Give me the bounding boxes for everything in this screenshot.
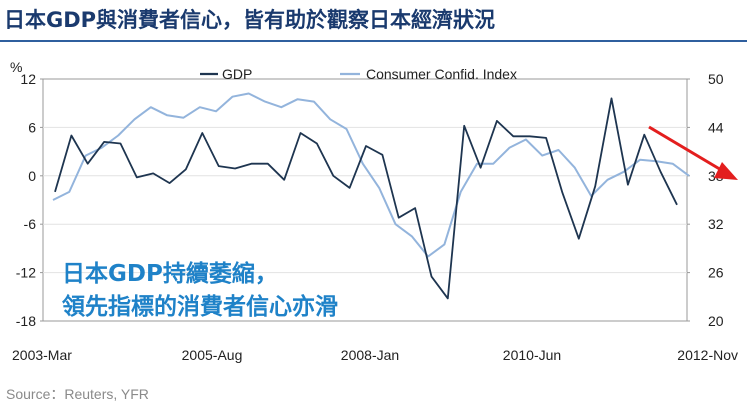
- y-left-tick-label: -6: [24, 216, 37, 232]
- annotation-line-2: 領先指標的消費者信心亦滑: [62, 294, 338, 320]
- legend: GDP Consumer Confid. Index: [200, 66, 517, 82]
- title-divider: [0, 40, 747, 42]
- annotation-text: 日本GDP持續萎縮， 領先指標的消費者信心亦滑: [62, 258, 338, 324]
- y-left-tick-label: -18: [16, 313, 36, 329]
- axis-ticks: 1250644038-632-1226-1820%2003-Mar2005-Au…: [10, 59, 738, 363]
- y-left-tick-label: 6: [28, 119, 36, 135]
- trend-arrow: [648, 125, 738, 180]
- y-left-unit-label: %: [10, 59, 22, 75]
- legend-confidence-label: Consumer Confid. Index: [366, 66, 517, 82]
- y-left-tick-label: 12: [20, 71, 36, 87]
- confidence-series-line: [52, 92, 690, 258]
- annotation-line-1: 日本GDP持續萎縮，: [62, 261, 278, 287]
- trend-arrow-head: [714, 162, 738, 180]
- y-right-tick-label: 26: [708, 265, 724, 281]
- legend-gdp-label: GDP: [222, 66, 252, 82]
- y-right-tick-label: 44: [708, 119, 724, 135]
- page-title: 日本GDP與消費者信心，皆有助於觀察日本經濟狀況: [4, 8, 496, 32]
- y-right-tick-label: 20: [708, 313, 724, 329]
- x-tick-label: 2010-Jun: [503, 347, 561, 363]
- y-right-tick-label: 50: [708, 71, 724, 87]
- x-tick-label: 2008-Jan: [341, 347, 399, 363]
- y-left-tick-label: -12: [16, 265, 36, 281]
- x-tick-label: 2003-Mar: [12, 347, 72, 363]
- y-left-tick-label: 0: [28, 168, 36, 184]
- x-tick-label: 2005-Aug: [182, 347, 243, 363]
- plot-frame: [42, 78, 688, 322]
- gdp-series-line: [54, 97, 678, 300]
- x-tick-label: 2012-Nov: [677, 347, 738, 363]
- source-note: Source：Reuters, YFR: [6, 386, 149, 402]
- y-right-tick-label: 32: [708, 216, 724, 232]
- series-lines: [52, 92, 690, 300]
- trend-arrow-shaft: [648, 125, 729, 176]
